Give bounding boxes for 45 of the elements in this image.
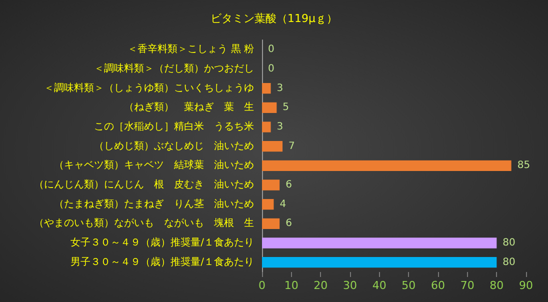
data-label: 85 <box>517 160 530 172</box>
bar <box>262 83 271 94</box>
data-label: 7 <box>288 140 295 152</box>
x-tick-label: 0 <box>258 279 266 292</box>
x-tick-label: 80 <box>490 279 504 292</box>
chart-title: ビタミン葉酸（119μｇ） <box>210 12 338 25</box>
y-tick-label: （にんじん類）にんじん 根 皮むき 油いため <box>34 178 254 190</box>
y-tick-label: （たまねぎ類）たまねぎ りん茎 油いため <box>54 198 254 210</box>
y-tick-label: ＜香辛料類＞こしょう 黒 粉 <box>128 43 254 56</box>
bar <box>262 199 274 210</box>
y-tick-label: （やまのいも類）ながいも ながいも 塊根 生 <box>34 217 254 230</box>
x-tick-label: 10 <box>284 279 298 292</box>
data-label: 80 <box>502 256 516 268</box>
data-label: 3 <box>276 122 284 132</box>
y-tick-label: ＜調味料類＞（しょうゆ類）こいくちしょうゆ <box>44 82 254 94</box>
y-tick-label: （キャベツ類）キャベツ 結球葉 油いため <box>54 159 254 172</box>
data-label: 4 <box>280 198 286 210</box>
bar <box>262 218 280 229</box>
x-tick-label: 20 <box>314 279 328 292</box>
bar <box>262 238 497 248</box>
x-tick-label: 50 <box>402 279 416 292</box>
y-tick-label: この［水稲めし］精白米 うるち米 <box>94 120 254 132</box>
x-tick-label: 90 <box>519 279 533 292</box>
x-tick-label: 40 <box>372 279 386 292</box>
data-label: 80 <box>502 238 516 248</box>
bar <box>262 122 271 132</box>
bar <box>262 180 280 190</box>
data-label: 6 <box>286 218 292 230</box>
data-label: 3 <box>276 82 284 94</box>
data-label: 0 <box>268 44 274 56</box>
bar <box>262 141 283 152</box>
data-label: 0 <box>268 64 274 74</box>
data-label: 6 <box>286 180 292 190</box>
data-label: 5 <box>282 102 290 114</box>
x-tick-label: 30 <box>343 279 357 292</box>
y-tick-label: 男子３０～４９（歳）推奨量/１食あたり <box>70 256 254 268</box>
x-tick-label: 70 <box>460 279 474 292</box>
y-tick-label: 女子３０～４９（歳）推奨量/１食あたり <box>70 236 254 248</box>
x-tick-label: 60 <box>431 279 445 292</box>
bar <box>262 160 512 171</box>
bar <box>262 257 497 268</box>
bar <box>262 102 277 113</box>
y-tick-label: （しめじ類）ぶなしめじ 油いため <box>94 140 254 152</box>
y-tick-label: （ねぎ類） 葉ねぎ 葉 生 <box>124 101 254 114</box>
y-tick-label: ＜調味料類＞（だし類）かつおだし <box>94 62 254 74</box>
